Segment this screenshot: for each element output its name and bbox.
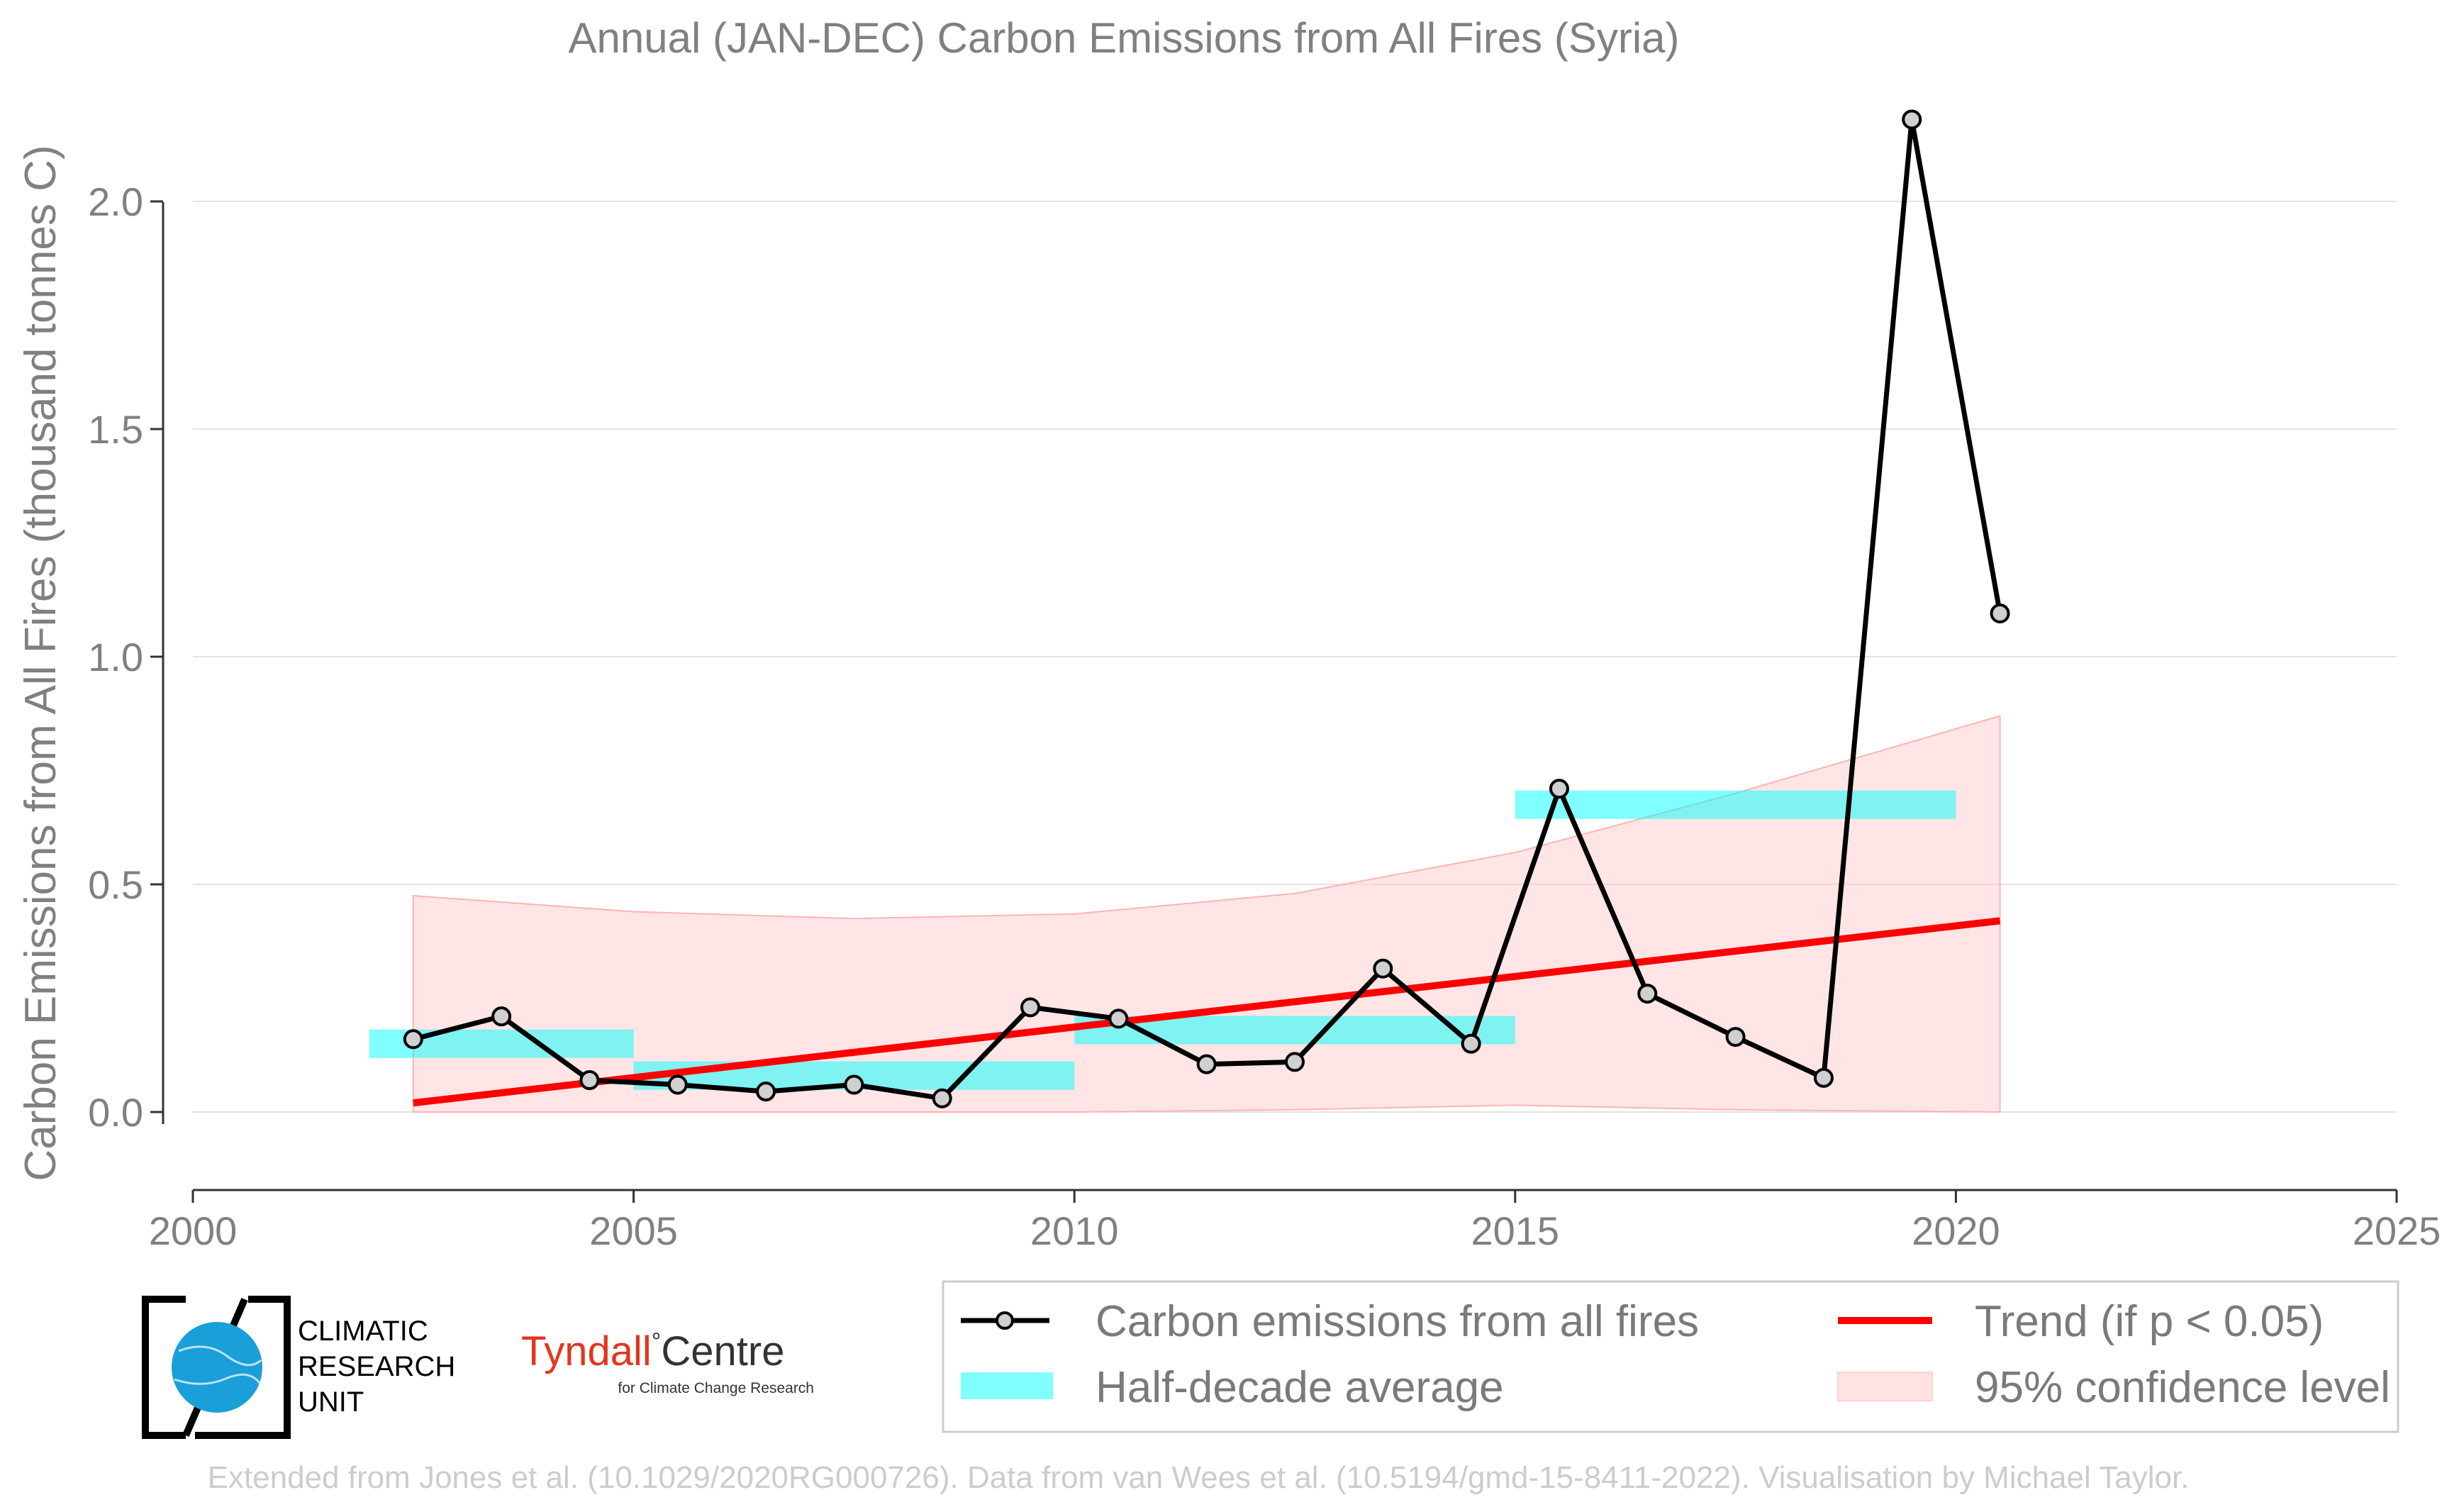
legend-box (942, 1280, 2399, 1433)
globe-icon-contour (174, 1373, 261, 1385)
half-decade-bar (1515, 790, 1956, 819)
emissions-point (932, 1088, 952, 1108)
y-tick-label: 2.0 (88, 179, 143, 224)
emissions-point (1285, 1052, 1305, 1072)
emissions-point (403, 1029, 423, 1050)
legend-half-decade-swatch (961, 1372, 1053, 1399)
cru-logo-line-1: CLIMATIC (298, 1316, 428, 1347)
emissions-point (1813, 1067, 1834, 1088)
emissions-point (1549, 779, 1569, 799)
grid-lines (193, 201, 2397, 1113)
x-axis-ticks: 2000 2005 2010 2015 2020 2025 (149, 1190, 2441, 1253)
confidence-band (412, 715, 2001, 1113)
emissions-point (1461, 1033, 1481, 1054)
emissions-point (756, 1082, 776, 1102)
emissions-point (491, 1006, 512, 1027)
cru-logo: CLIMATIC RESEARCH UNIT (142, 1296, 455, 1439)
legend-confidence-label: 95% confidence level (1975, 1363, 2390, 1412)
confidence-band-layer (412, 715, 2001, 1113)
tyndall-logo: Tyndall°Centre for Climate Change Resear… (521, 1328, 814, 1396)
tyndall-logo-name: Tyndall (521, 1328, 652, 1374)
x-tick-label: 2005 (589, 1208, 678, 1253)
legend-emissions-marker (996, 1311, 1014, 1330)
emissions-series-layer (403, 109, 2010, 1108)
tyndall-logo-centre: Centre (661, 1328, 784, 1374)
y-tick-label: 0.5 (88, 862, 143, 907)
legend-entry-emissions: Carbon emissions from all fires (961, 1297, 1699, 1346)
emissions-point (1196, 1054, 1217, 1074)
legend-entry-confidence: 95% confidence level (1837, 1363, 2390, 1412)
x-tick-label: 2010 (1030, 1208, 1119, 1253)
emissions-point (1637, 984, 1658, 1004)
trend-line (413, 917, 2001, 1107)
x-tick-label: 2015 (1471, 1208, 1560, 1253)
trend-line-layer (413, 917, 2001, 1107)
emissions-point (1020, 997, 1041, 1018)
cru-logo-bracket-right (195, 1296, 291, 1439)
x-tick-label: 2025 (2353, 1208, 2441, 1253)
y-axis-ticks: 0.0 0.5 1.0 1.5 2.0 (88, 179, 163, 1135)
y-tick-label: 1.0 (88, 635, 143, 679)
credit-text: Extended from Jones et al. (10.1029/2020… (208, 1460, 2190, 1495)
emissions-point (1725, 1027, 1746, 1047)
legend-half-decade-label: Half-decade average (1096, 1363, 1504, 1412)
y-axis-label: Carbon Emissions from All Fires (thousan… (16, 145, 65, 1181)
y-tick-label: 0.0 (88, 1090, 143, 1135)
legend-trend-label: Trend (if p < 0.05) (1975, 1297, 2324, 1346)
emissions-point (844, 1074, 864, 1095)
chart-title: Annual (JAN-DEC) Carbon Emissions from A… (568, 14, 1679, 62)
legend: Carbon emissions from all fires Half-dec… (942, 1280, 2399, 1433)
tyndall-logo-wordmark: Tyndall°Centre (521, 1328, 784, 1374)
x-tick-label: 2000 (149, 1208, 238, 1253)
emissions-point (1373, 958, 1393, 979)
cru-logo-bracket-left (142, 1296, 186, 1439)
emissions-point (667, 1074, 688, 1095)
emissions-point (1990, 604, 2010, 624)
x-tick-label: 2020 (1912, 1208, 2000, 1253)
cru-logo-line-3: UNIT (298, 1386, 364, 1418)
legend-entry-half-decade: Half-decade average (961, 1363, 1504, 1412)
cru-logo-line-2: RESEARCH (298, 1351, 455, 1382)
legend-entry-trend: Trend (if p < 0.05) (1838, 1297, 2324, 1346)
emissions-point (1902, 109, 1922, 130)
emissions-point (1108, 1008, 1129, 1029)
tyndall-logo-subtitle: for Climate Change Research (618, 1380, 814, 1396)
legend-emissions-label: Carbon emissions from all fires (1096, 1297, 1699, 1346)
legend-confidence-swatch (1837, 1372, 1933, 1401)
globe-icon (172, 1322, 262, 1413)
y-tick-label: 1.5 (88, 407, 143, 452)
tyndall-logo-degree: ° (652, 1328, 662, 1355)
emissions-point (579, 1070, 600, 1091)
globe-icon-contour (178, 1345, 262, 1367)
